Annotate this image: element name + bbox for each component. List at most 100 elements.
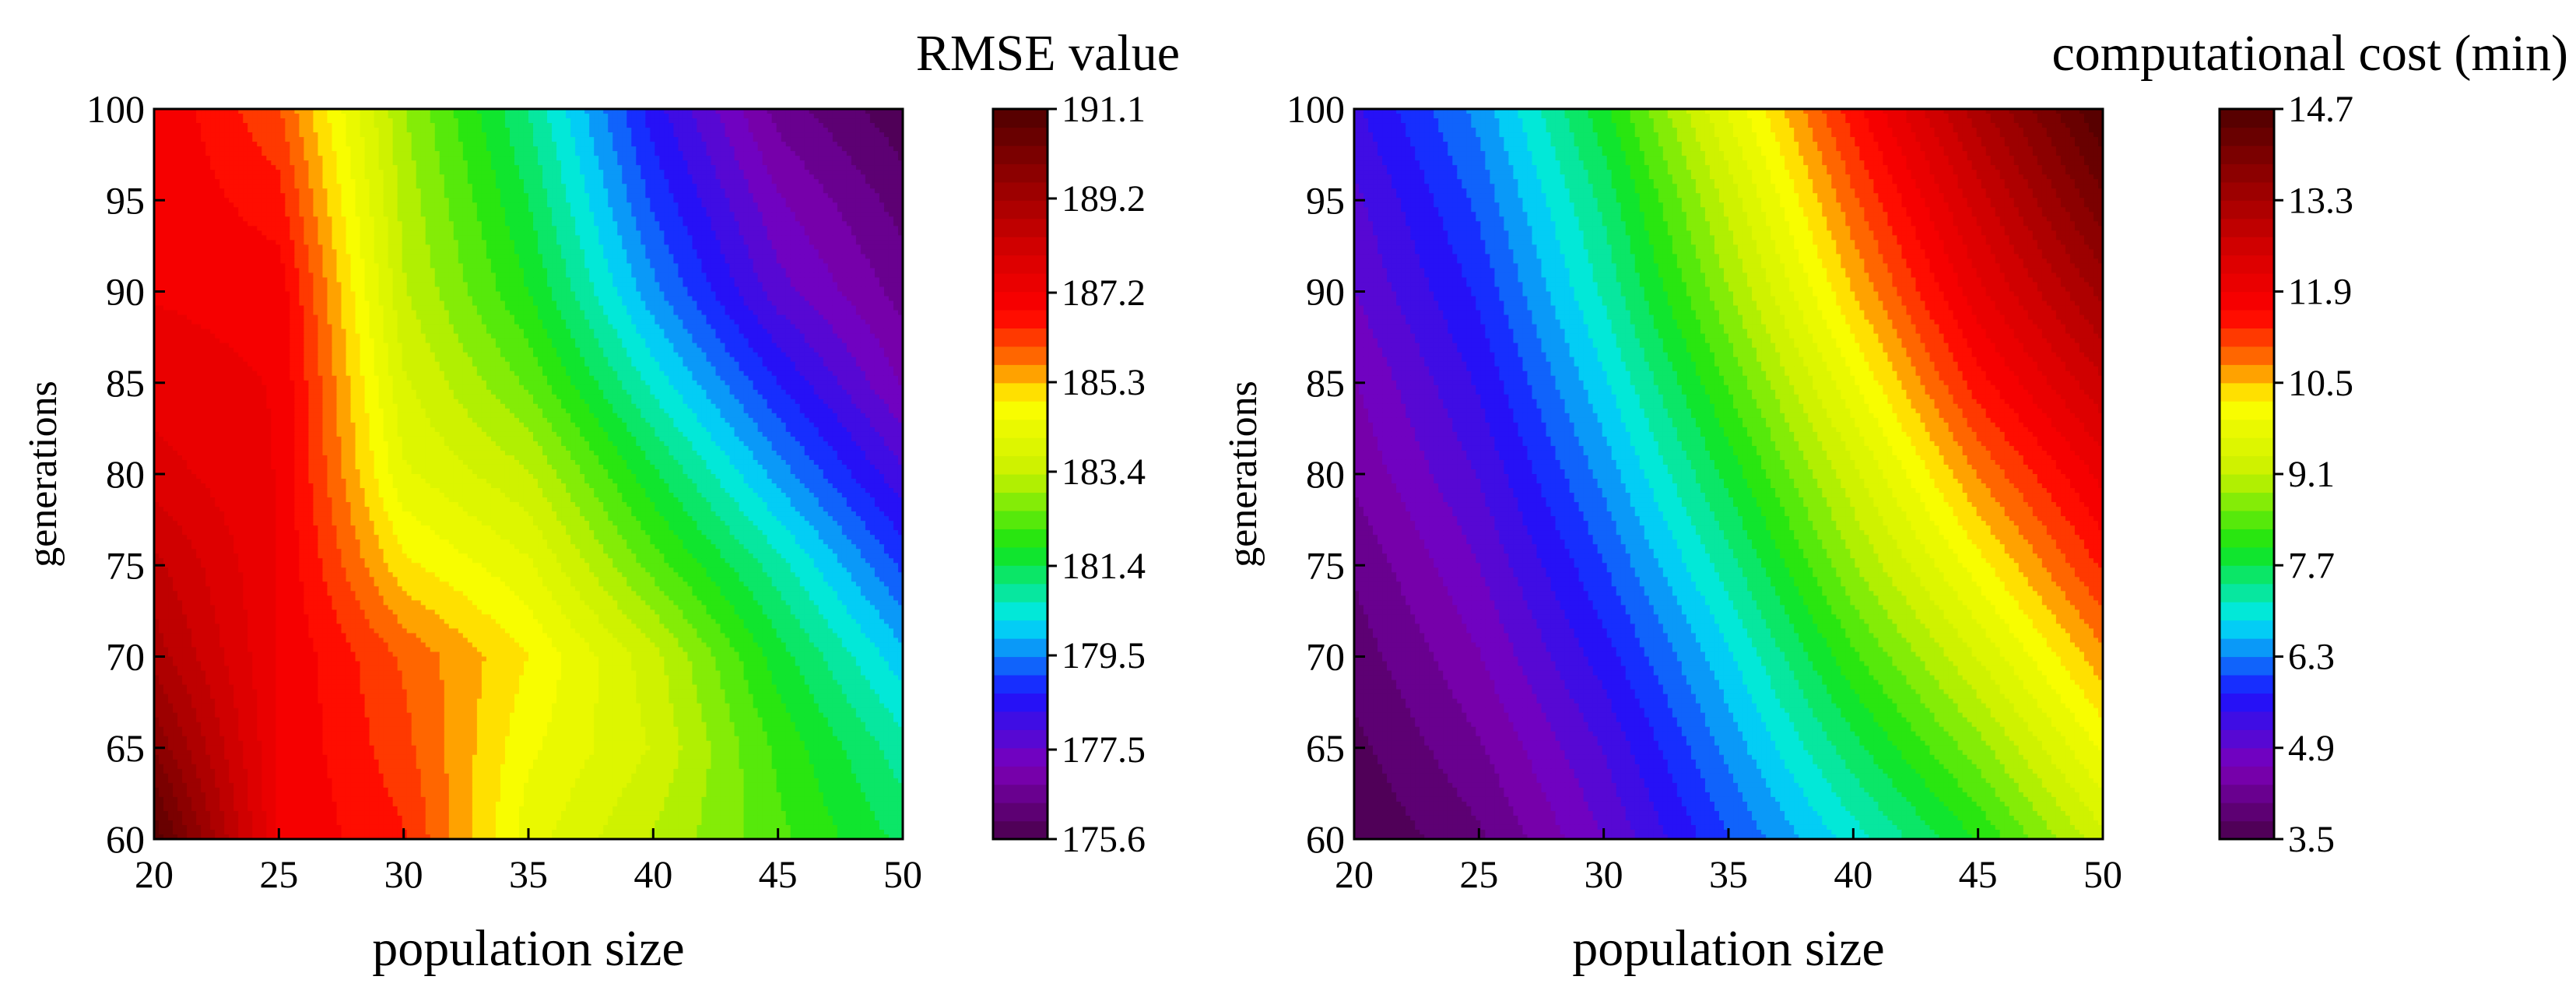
heat-cell [463, 123, 469, 128]
heat-cell [275, 118, 281, 124]
heat-cell [833, 123, 838, 128]
heat-cell [285, 128, 290, 133]
heat-cell [865, 114, 871, 119]
heat-cell [468, 123, 473, 128]
heat-cell [472, 118, 478, 124]
heat-cell [617, 114, 623, 119]
heat-cell [687, 118, 693, 124]
heat-cell [598, 118, 604, 124]
heat-cell [444, 118, 450, 124]
heat-cell [219, 114, 225, 119]
heat-cell [449, 114, 454, 119]
heat-cell [398, 123, 403, 128]
heat-cell [444, 132, 450, 138]
heat-cell [561, 114, 567, 119]
heat-cell [626, 132, 632, 138]
heat-cell [706, 114, 711, 119]
heat-cell [856, 118, 862, 124]
heat-cell [384, 114, 389, 119]
heat-cell [342, 118, 347, 124]
heat-cell [800, 128, 805, 133]
heat-cell [318, 123, 323, 128]
heat-cell [617, 118, 623, 124]
heat-cell [655, 123, 660, 128]
heat-cell [566, 114, 571, 119]
heat-cell [299, 118, 304, 124]
heat-cell [659, 118, 665, 124]
heat-cell [332, 123, 337, 128]
heat-cell [229, 118, 234, 124]
heat-cell [589, 123, 595, 128]
heat-cell [421, 132, 426, 138]
heat-cell [763, 123, 768, 128]
heat-cell [772, 128, 777, 133]
heat-cell [342, 132, 347, 138]
heat-cell [879, 114, 885, 119]
heat-cell [243, 123, 248, 128]
heat-cell [514, 128, 520, 133]
heat-cell [365, 118, 370, 124]
heat-cell [823, 123, 829, 128]
heat-cell [758, 123, 763, 128]
heat-cell [477, 128, 483, 133]
heat-cell [332, 128, 337, 133]
heat-cell [388, 114, 394, 119]
heat-cell [290, 132, 295, 138]
heat-cell [678, 114, 683, 119]
heat-cell [538, 123, 543, 128]
heat-cell [556, 132, 562, 138]
heat-cell [482, 123, 487, 128]
heat-cell [196, 128, 202, 133]
heat-cell [346, 114, 352, 119]
heat-cell [290, 128, 295, 133]
heat-cell [407, 128, 412, 133]
heat-cell [271, 114, 276, 119]
heat-cell [412, 132, 417, 138]
heat-cell [205, 132, 211, 138]
heat-cell [388, 132, 394, 138]
heat-cell [556, 118, 562, 124]
heat-cell [777, 114, 782, 119]
heat-cell [837, 123, 843, 128]
heat-cell [384, 128, 389, 133]
heat-cell [795, 118, 801, 124]
heat-cell [243, 132, 248, 138]
heat-cell [556, 123, 562, 128]
heat-cell [889, 128, 894, 133]
heat-cell [243, 118, 248, 124]
heat-cell [805, 128, 810, 133]
heat-cell [247, 118, 253, 124]
heat-cell [247, 132, 253, 138]
heat-cell [612, 114, 618, 119]
heat-cell [491, 123, 497, 128]
heat-cell [238, 118, 244, 124]
heat-cell [486, 128, 492, 133]
heat-cell [435, 128, 440, 133]
heat-cell [468, 128, 473, 133]
heat-cell [187, 132, 192, 138]
heat-cell [374, 128, 380, 133]
heat-cell [426, 118, 431, 124]
heat-cell [514, 123, 520, 128]
heat-cell [351, 123, 356, 128]
heat-cell [219, 132, 225, 138]
heat-cell [238, 132, 244, 138]
heat-cell [201, 123, 206, 128]
heat-cell [430, 118, 436, 124]
heat-cell [215, 123, 220, 128]
heat-cell [655, 128, 660, 133]
heat-cell [879, 118, 885, 124]
heat-cell [851, 114, 857, 119]
heat-cell [440, 114, 445, 119]
heat-cell [379, 118, 384, 124]
heat-cell [547, 123, 553, 128]
heat-cell [865, 118, 871, 124]
heat-cell [758, 114, 763, 119]
heat-cell [229, 128, 234, 133]
heat-cell [739, 118, 745, 124]
heat-cell [584, 128, 590, 133]
heat-cell [781, 123, 787, 128]
heat-cell [346, 118, 352, 124]
heat-cell [384, 123, 389, 128]
heat-cell [781, 114, 787, 119]
